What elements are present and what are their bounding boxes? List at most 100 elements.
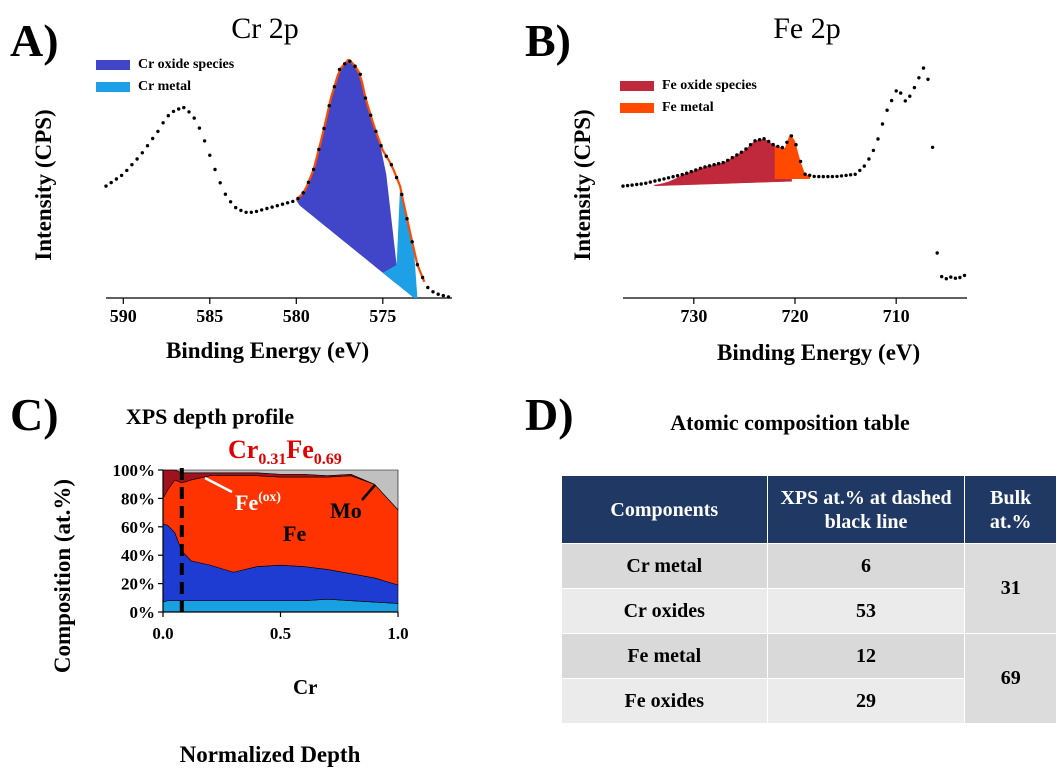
data-point: [358, 72, 362, 77]
data-point: [848, 173, 853, 177]
data-point: [369, 113, 373, 117]
data-point: [762, 137, 766, 141]
data-point: [213, 167, 217, 172]
x-tick-label: 720: [782, 306, 809, 326]
data-point: [808, 173, 812, 177]
col-xps: XPS at.% at dashed black line: [766, 475, 966, 544]
cr2p-xlabel: Binding Energy (eV): [166, 338, 370, 363]
data-point: [794, 143, 798, 147]
data-point: [410, 240, 414, 244]
data-point: [680, 172, 684, 177]
data-point: [644, 181, 648, 185]
cr2p-title: Cr 2p: [231, 12, 299, 45]
data-point: [917, 76, 921, 80]
x-tick-label: 590: [110, 306, 137, 326]
data-point: [776, 144, 780, 149]
x-tick-label: 1.0: [387, 624, 408, 643]
data-point: [698, 166, 703, 170]
y-tick-label: 100%: [113, 461, 156, 480]
data-point: [730, 155, 734, 160]
data-point: [930, 145, 935, 149]
data-point: [853, 172, 857, 176]
data-point: [285, 201, 290, 205]
data-point: [177, 107, 181, 111]
data-point: [858, 168, 862, 173]
alloy-formula: Cr0.31Fe0.69: [228, 435, 342, 469]
data-point: [119, 173, 124, 178]
data-point: [889, 98, 894, 103]
data-point: [394, 175, 399, 180]
y-tick-label: 20%: [121, 575, 155, 594]
data-point: [223, 192, 228, 196]
data-point: [826, 174, 830, 179]
cell-component: Fe metal: [561, 633, 768, 679]
cell-xps: 12: [766, 633, 966, 679]
data-point: [871, 148, 876, 153]
y-tick-label: 60%: [121, 518, 155, 537]
data-point: [353, 64, 357, 68]
data-point: [301, 191, 305, 195]
data-point: [311, 167, 316, 172]
cell-xps: 53: [766, 588, 966, 634]
data-point: [441, 293, 445, 298]
fit-envelope: [295, 58, 426, 283]
data-point: [817, 174, 821, 179]
feox-pointer: [204, 476, 233, 494]
data-point: [166, 114, 170, 118]
data-point: [953, 276, 958, 280]
cell-component: Cr oxides: [561, 588, 768, 634]
data-point: [803, 172, 807, 176]
data-point: [436, 292, 440, 296]
data-point: [703, 165, 707, 169]
data-point: [812, 174, 816, 179]
depth-ylabel: Composition (at.%): [50, 478, 75, 674]
data-point: [317, 147, 321, 152]
x-tick-label: 730: [680, 306, 707, 326]
data-point: [337, 67, 342, 72]
data-point: [707, 164, 712, 168]
data-point: [161, 121, 165, 125]
data-point: [187, 110, 191, 114]
data-point: [798, 159, 803, 164]
data-point: [935, 251, 939, 255]
x-tick-label: 0.5: [270, 624, 291, 643]
table-title: Atomic composition table: [670, 410, 910, 435]
label-crox: Cr(ox): [196, 643, 244, 669]
label-feox-sup: (ox): [258, 489, 281, 505]
data-point: [197, 126, 202, 130]
data-point: [771, 142, 775, 147]
data-point: [949, 275, 953, 279]
data-point: [744, 147, 748, 151]
data-point: [374, 129, 378, 134]
legend-fe-metal: Fe metal: [620, 100, 714, 116]
data-point: [880, 122, 885, 126]
data-point: [721, 160, 725, 165]
data-point: [254, 209, 259, 214]
data-point: [666, 176, 671, 180]
formula-fe-sub: 0.69: [313, 451, 342, 469]
data-point: [926, 77, 930, 82]
legend-cr-oxide: Cr oxide species: [96, 57, 234, 73]
col-xps-line2: black line: [824, 510, 908, 533]
data-point: [202, 139, 207, 143]
data-point: [363, 96, 368, 100]
data-point: [639, 182, 643, 186]
y-tick-label: 0%: [130, 603, 156, 622]
data-point: [844, 173, 848, 178]
table-row: Fe metal 12 69: [561, 633, 1057, 724]
data-point: [208, 153, 212, 157]
data-point: [296, 196, 300, 201]
depth-xlabel: Normalized Depth: [179, 742, 361, 767]
data-point: [332, 85, 337, 89]
data-point: [908, 94, 912, 98]
data-point: [218, 181, 222, 185]
x-tick-label: 580: [283, 306, 310, 326]
data-point: [903, 99, 907, 103]
cr-oxide-swatch: [96, 60, 130, 70]
data-point: [228, 200, 233, 204]
label-feox: Fe(ox): [235, 489, 281, 515]
data-point: [876, 137, 880, 141]
data-point: [653, 179, 657, 183]
x-tick-label: 710: [883, 306, 910, 326]
data-point: [694, 168, 698, 172]
